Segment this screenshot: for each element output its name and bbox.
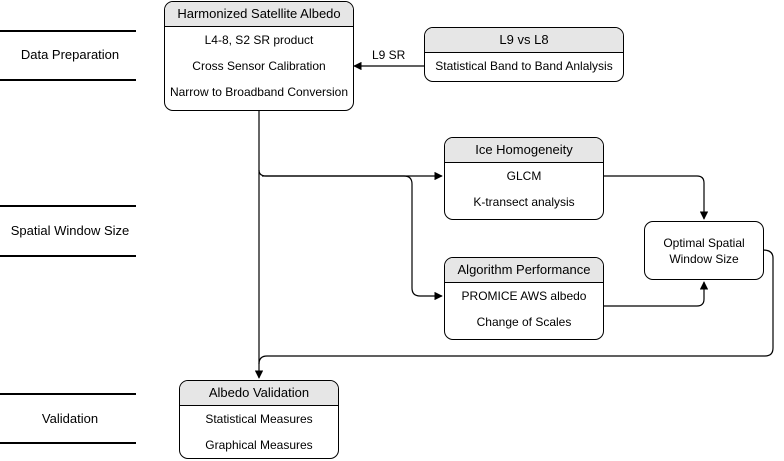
node-albedo-validation: Albedo Validation Statistical Measures G… (179, 380, 339, 459)
edge-label-l9-sr: L9 SR (370, 48, 408, 62)
node-item: Statistical Measures (205, 412, 313, 426)
phase-label-validation: Validation (41, 411, 99, 426)
edge-optimal-to-validation (258, 249, 774, 365)
node-item: Cross Sensor Calibration (192, 59, 326, 73)
node-title: Algorithm Performance (445, 258, 603, 283)
edge-harmonized-to-algorithm (262, 175, 443, 301)
node-algorithm-performance: Algorithm Performance PROMICE AWS albedo… (444, 257, 604, 340)
node-optimal-spatial-window-size: Optimal Spatial Window Size (644, 221, 764, 280)
phase-label-spatial-window-size: Spatial Window Size (10, 223, 130, 238)
node-item: K-transect analysis (473, 195, 575, 209)
node-item: PROMICE AWS albedo (461, 289, 587, 303)
node-harmonized-satellite-albedo: Harmonized Satellite Albedo L4-8, S2 SR … (164, 1, 354, 111)
edge-algorithm-to-optimal (604, 281, 709, 307)
node-label: Optimal Spatial Window Size (663, 235, 745, 266)
edge-harmonized-to-ice (258, 169, 443, 181)
node-item: L4-8, S2 SR product (204, 33, 314, 47)
node-title: Albedo Validation (180, 381, 338, 406)
phase-label-data-preparation: Data Preparation (20, 47, 120, 62)
node-item: GLCM (506, 169, 542, 183)
node-title: Ice Homogeneity (445, 138, 603, 163)
node-item: Narrow to Broadband Conversion (169, 85, 349, 99)
node-item: Graphical Measures (205, 438, 313, 452)
node-l9-vs-l8: L9 vs L8 Statistical Band to Band Anlaly… (424, 27, 624, 82)
node-item: Statistical Band to Band Anlalysis (435, 59, 613, 73)
phase-separators (0, 30, 136, 444)
edge-ice-to-optimal (604, 175, 709, 220)
node-ice-homogeneity: Ice Homogeneity GLCM K-transect analysis (444, 137, 604, 220)
node-item: Change of Scales (476, 315, 572, 329)
node-title: L9 vs L8 (425, 28, 623, 53)
node-title: Harmonized Satellite Albedo (165, 2, 353, 27)
